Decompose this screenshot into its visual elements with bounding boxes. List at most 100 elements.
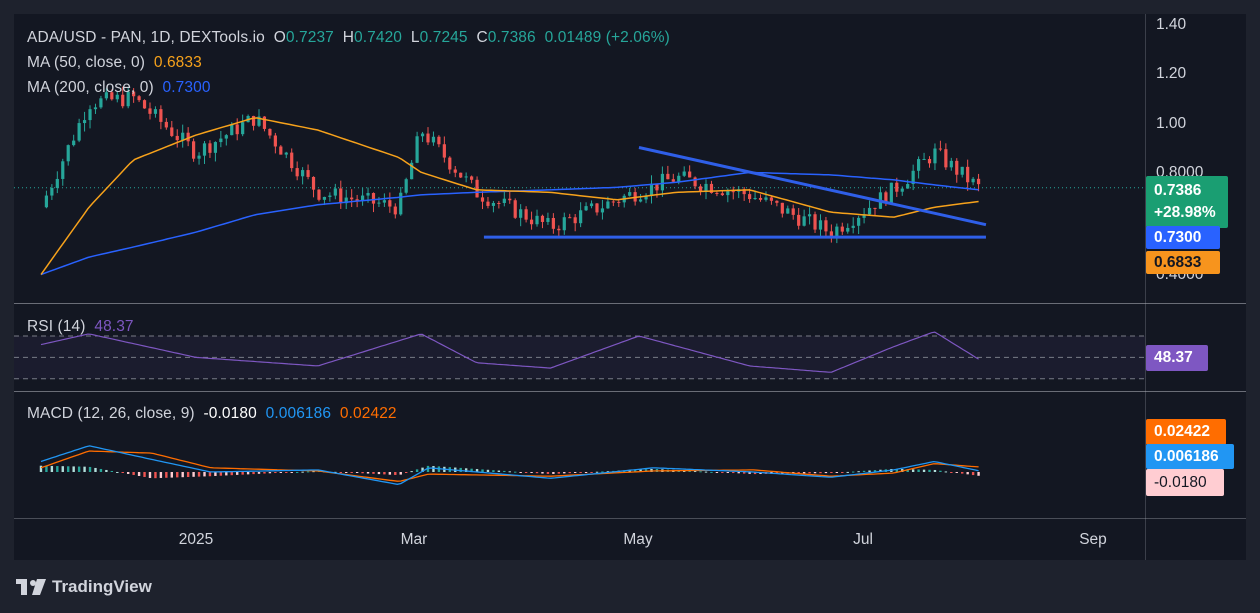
macd-histogram-bar	[372, 472, 375, 474]
ma200-legend[interactable]: MA (200, close, 0) 0.7300	[27, 79, 211, 97]
candle-body	[955, 160, 959, 175]
candle-body	[851, 225, 855, 228]
pane-separator[interactable]	[14, 391, 1246, 392]
rsi-value: 48.37	[94, 318, 134, 335]
macd-histogram-bar	[394, 472, 397, 475]
macd-histogram-bar	[830, 472, 833, 474]
macd-histogram-bar	[841, 472, 844, 473]
macd-histogram-bar	[143, 472, 146, 477]
macd-histogram-bar	[939, 470, 942, 472]
candle-body	[159, 109, 163, 122]
macd-histogram-bar	[704, 471, 708, 473]
candle-body	[290, 152, 294, 169]
candle-body	[873, 207, 877, 209]
chart-canvas[interactable]	[14, 14, 1145, 560]
candle-body	[579, 210, 583, 224]
macd-histogram-bar	[274, 472, 277, 474]
macd-histogram-bar	[857, 471, 860, 473]
macd-histogram-bar	[628, 470, 631, 472]
macd-legend[interactable]: MACD (12, 26, close, 9) -0.0180 0.006186…	[27, 405, 397, 423]
candle-body	[497, 202, 501, 204]
candle-body	[295, 168, 299, 177]
macd-histogram-bar	[895, 468, 899, 472]
candle-body	[753, 197, 757, 200]
candle-body	[933, 148, 937, 164]
candle-body	[546, 217, 550, 222]
macd-histogram-bar	[552, 472, 555, 474]
macd-histogram-bar	[236, 472, 239, 475]
candle-body	[486, 201, 490, 206]
open-value: 0.7237	[285, 29, 334, 46]
candle-body	[829, 231, 833, 238]
macd-histogram-bar	[339, 472, 342, 473]
candle-body	[917, 159, 921, 171]
ma50-value: 0.6833	[153, 54, 202, 71]
macd-histogram-bar	[334, 471, 337, 473]
macd-histogram-bar	[312, 471, 315, 473]
macd-histogram-bar	[88, 466, 92, 472]
macd-histogram-bar	[355, 472, 359, 473]
candle-body	[306, 170, 310, 177]
macd-histogram-bar	[514, 471, 517, 473]
candle-body	[867, 207, 872, 215]
chart-area[interactable]	[14, 14, 1145, 560]
last-price-text: 0.7386	[1154, 182, 1202, 199]
candle-body	[50, 187, 54, 196]
macd-histogram-bar	[584, 472, 588, 473]
candle-body	[142, 100, 147, 109]
price-tick: 1.00	[1156, 115, 1187, 132]
low-label: L	[410, 29, 420, 46]
macd-histogram-bar	[306, 471, 310, 473]
candle-body	[638, 199, 643, 202]
macd-signal-badge: 0.02422	[1146, 419, 1226, 445]
candle-body	[437, 136, 441, 145]
candle-body	[824, 220, 828, 232]
candle-body	[666, 173, 670, 180]
macd-histogram-bar	[688, 470, 691, 472]
candle-body	[726, 191, 730, 196]
low-value: 0.7245	[419, 29, 468, 46]
close-label: C	[476, 29, 488, 46]
macd-histogram-bar	[906, 469, 909, 472]
candle-body	[889, 182, 893, 204]
candle-body	[688, 171, 692, 178]
change-value: 0.01489 (+2.06%)	[544, 29, 670, 46]
macd-histogram-bar	[56, 466, 59, 472]
candle-body	[448, 157, 452, 170]
high-label: H	[342, 29, 355, 46]
macd-histogram-bar	[563, 472, 566, 474]
macd-histogram-bar	[410, 471, 413, 473]
candle-body	[382, 200, 386, 203]
candle-body	[606, 201, 610, 209]
candle-body	[328, 195, 332, 197]
macd-histogram-bar	[132, 472, 135, 475]
open-label: O	[273, 29, 286, 46]
macd-histogram-bar	[268, 472, 272, 474]
macd-histogram-bar	[497, 470, 501, 472]
macd-histogram-bar	[726, 472, 730, 473]
macd-histogram-bar	[732, 472, 735, 474]
macd-histogram-bar	[67, 466, 70, 472]
candle-body	[339, 188, 343, 204]
tradingview-logo[interactable]: TradingView	[16, 576, 152, 598]
candle-body	[655, 183, 659, 191]
macd-histogram-bar	[944, 471, 948, 473]
macd-line-value: 0.006186	[265, 405, 332, 422]
symbol-title[interactable]: ADA/USD - PAN, 1D, DEXTools.io	[27, 29, 265, 46]
candle-body	[966, 166, 970, 183]
macd-histogram-bar	[404, 472, 408, 473]
macd-histogram-bar	[72, 466, 75, 472]
price-tick: 1.20	[1156, 65, 1187, 82]
ma200-value: 0.7300	[162, 79, 211, 96]
macd-histogram-bar	[748, 472, 751, 474]
pane-separator[interactable]	[14, 303, 1246, 304]
macd-histogram-bar	[225, 472, 228, 476]
macd-histogram-bar	[99, 468, 103, 472]
rsi-legend[interactable]: RSI (14) 48.37	[27, 318, 134, 336]
candle-body	[720, 193, 724, 196]
macd-histogram-bar	[753, 472, 757, 475]
time-tick: 2025	[178, 531, 214, 548]
macd-histogram-bar	[285, 472, 288, 473]
ma50-legend[interactable]: MA (50, close, 0) 0.6833	[27, 54, 202, 72]
